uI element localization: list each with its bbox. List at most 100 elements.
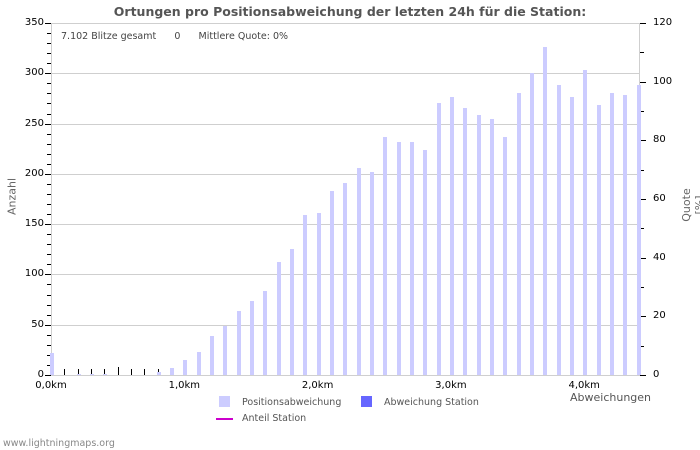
y-tick-label-right: 40 (653, 251, 666, 263)
y-tick (47, 153, 51, 155)
bar-positionsabweichung (237, 310, 241, 375)
y-tick (47, 344, 51, 346)
summary-info: 7.102 Blitze gesamt 0 Mittlere Quote: 0% (61, 31, 288, 42)
bar-positionsabweichung (503, 136, 507, 375)
y-tick (47, 43, 51, 45)
y-tick-label: 300 (24, 67, 44, 79)
legend-label-positionsabweichung: Positionsabweichung (242, 397, 342, 408)
y-tick (47, 334, 51, 336)
y-tick-label-right: 100 (653, 75, 673, 87)
footer-link[interactable]: www.lightningmaps.org (3, 438, 115, 449)
y-tick (47, 204, 51, 206)
y-tick-label: 100 (24, 268, 44, 280)
y-axis-label-left: Anzahl (5, 177, 19, 216)
y-tick-right (640, 140, 646, 142)
bar-positionsabweichung (90, 373, 94, 375)
bar-positionsabweichung (370, 171, 374, 375)
y-tick-label: 350 (24, 17, 44, 28)
legend-label-abweichung-station: Abweichung Station (384, 397, 479, 408)
x-tick (144, 369, 145, 375)
y-axis-left (51, 23, 52, 376)
bar-positionsabweichung (397, 141, 401, 375)
y-tick (45, 324, 51, 326)
bar-positionsabweichung (583, 70, 587, 375)
bar-positionsabweichung (290, 249, 294, 375)
y-tick (47, 83, 51, 85)
y-tick-right (640, 111, 644, 112)
x-tick (64, 369, 65, 375)
y-tick-right (640, 228, 644, 230)
x-tick (131, 369, 132, 375)
gridline (51, 123, 640, 125)
x-tick (78, 369, 79, 375)
y-tick-label-right: 0 (653, 369, 660, 380)
bar-positionsabweichung (490, 118, 494, 375)
bar-positionsabweichung (543, 47, 547, 375)
legend-label-anteil-station: Anteil Station (242, 413, 307, 424)
bar-positionsabweichung (343, 182, 347, 375)
bar-positionsabweichung (197, 351, 201, 375)
bar-positionsabweichung (423, 149, 427, 375)
y-tick-right (640, 287, 644, 288)
bar-positionsabweichung (530, 73, 534, 375)
bar-positionsabweichung (570, 97, 574, 375)
bar-positionsabweichung (210, 335, 214, 375)
y-tick (47, 133, 51, 135)
bar-positionsabweichung (410, 141, 414, 375)
y-tick-label: 250 (24, 117, 44, 129)
y-tick (47, 264, 51, 266)
y-tick (47, 304, 51, 306)
bar-positionsabweichung (303, 215, 307, 375)
y-tick-label-right: 80 (653, 134, 666, 146)
y-tick-right (640, 199, 646, 200)
bar-positionsabweichung (330, 190, 334, 375)
total-count: 7.102 Blitze gesamt (61, 31, 157, 42)
y-tick (47, 93, 51, 95)
y-tick (47, 254, 51, 256)
y-tick (47, 53, 51, 55)
bar-positionsabweichung (610, 93, 614, 375)
bar-positionsabweichung (597, 105, 601, 375)
y-tick-right (640, 316, 646, 318)
legend-swatch-anteil-station (216, 418, 233, 420)
y-tick-label-right: 120 (653, 17, 673, 28)
y-tick (47, 113, 51, 115)
mean-quote: Mittlere Quote: 0% (198, 31, 289, 42)
y-tick (47, 214, 51, 216)
y-tick-right (640, 52, 644, 54)
x-tick-label: 1,0km (168, 380, 201, 391)
y-tick-label: 0 (37, 369, 44, 380)
y-tick-label-right: 60 (653, 193, 666, 204)
y-tick (47, 354, 51, 356)
chart-title: Ortungen pro Positionsabweichung der let… (113, 4, 587, 19)
x-axis-title: Abweichungen (570, 391, 652, 404)
x-tick (91, 369, 92, 375)
bar-positionsabweichung (277, 262, 281, 375)
x-tick-label: 0,0km (35, 380, 67, 391)
bar-positionsabweichung (437, 103, 441, 375)
x-tick-label: 4,0km (568, 380, 600, 391)
bar-positionsabweichung (170, 367, 174, 375)
y-tick-right (640, 81, 646, 83)
y-tick (45, 224, 51, 226)
y-tick (47, 33, 51, 35)
x-tick-label: 3,0km (435, 380, 467, 391)
bar-positionsabweichung (77, 373, 81, 375)
y-tick (47, 284, 51, 286)
bar-positionsabweichung (557, 85, 561, 375)
y-tick (45, 73, 51, 75)
x-tick (104, 369, 105, 375)
y-tick-label-right: 20 (653, 310, 666, 322)
bar-positionsabweichung (463, 108, 467, 375)
legend-swatch-abweichung-station (361, 396, 372, 407)
bar-positionsabweichung (317, 213, 321, 375)
y-tick (47, 103, 51, 105)
y-tick (47, 294, 51, 296)
station-count: 0 (174, 31, 181, 42)
y-tick-right (640, 23, 646, 24)
legend-swatch-positionsabweichung (219, 396, 230, 407)
y-tick (47, 193, 51, 195)
bar-positionsabweichung (517, 93, 521, 375)
bar-positionsabweichung (623, 95, 627, 375)
bar-positionsabweichung (103, 373, 107, 375)
